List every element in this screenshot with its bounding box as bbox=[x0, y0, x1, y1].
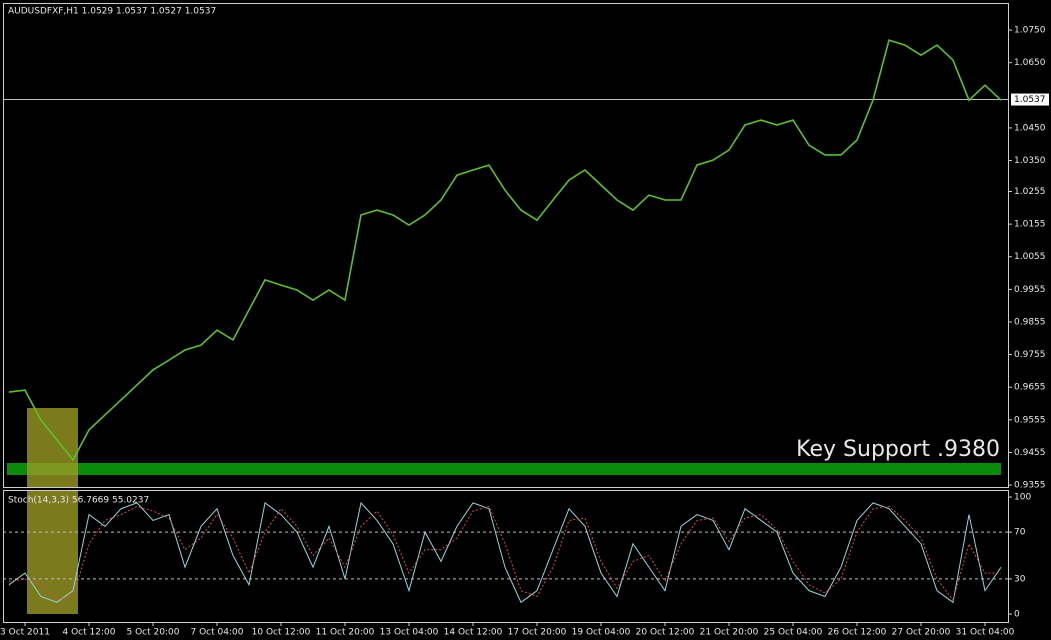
stoch-panel bbox=[3, 490, 1009, 623]
series-line bbox=[8, 39, 1002, 462]
y-tick-label: 0.9555 bbox=[1014, 415, 1046, 425]
series-line bbox=[8, 501, 1002, 604]
last-price-label: 1.0537 bbox=[1014, 95, 1046, 105]
support-band bbox=[7, 463, 1001, 475]
y-tick-label: 0.9455 bbox=[1014, 448, 1046, 458]
y-tick-label: 1.0450 bbox=[1014, 123, 1046, 133]
y-tick-label: 0.9655 bbox=[1014, 383, 1046, 393]
x-tick-label: 3 Oct 2011 bbox=[0, 628, 50, 638]
y-tick-label: 1.0350 bbox=[1014, 156, 1046, 166]
x-tick-label: 19 Oct 04:00 bbox=[572, 628, 631, 638]
x-tick-label: 7 Oct 04:00 bbox=[191, 628, 244, 638]
y-tick-label: 1.0255 bbox=[1014, 187, 1046, 197]
price-panel bbox=[3, 3, 1009, 488]
y-tick-label: 0.9855 bbox=[1014, 317, 1046, 327]
y-tick-label: 0.9755 bbox=[1014, 350, 1046, 360]
x-tick-label: 21 Oct 20:00 bbox=[700, 628, 759, 638]
indicator-title: Stoch(14,3,3) 56.7669 55.0237 bbox=[8, 496, 149, 506]
series-line bbox=[8, 505, 1001, 602]
y-tick-label: 0.9955 bbox=[1014, 285, 1046, 295]
y-tick-label: 0.9355 bbox=[1014, 481, 1046, 491]
y-tick-label: 1.0750 bbox=[1014, 26, 1046, 36]
x-tick-label: 4 Oct 12:00 bbox=[63, 628, 116, 638]
y-tick-label: 70 bbox=[1014, 528, 1026, 538]
x-tick-label: 10 Oct 12:00 bbox=[252, 628, 311, 638]
y-tick-label: 1.0055 bbox=[1014, 252, 1046, 262]
last-price-box bbox=[1011, 93, 1049, 106]
x-tick-label: 17 Oct 20:00 bbox=[508, 628, 567, 638]
x-tick-label: 11 Oct 20:00 bbox=[316, 628, 375, 638]
annotation: Key Support .9380 bbox=[796, 437, 1000, 462]
chart-title: AUDUSDFXF,H1 1.0529 1.0537 1.0527 1.0537 bbox=[8, 7, 216, 17]
y-tick-label: 1.0650 bbox=[1014, 58, 1046, 68]
y-tick-label: 1.0155 bbox=[1014, 220, 1046, 230]
x-tick-label: 20 Oct 12:00 bbox=[636, 628, 695, 638]
x-tick-label: 13 Oct 04:00 bbox=[380, 628, 439, 638]
y-tick-label: 0 bbox=[1014, 610, 1020, 620]
x-tick-label: 27 Oct 20:00 bbox=[892, 628, 951, 638]
y-tick-label: 30 bbox=[1014, 574, 1026, 584]
x-tick-label: 14 Oct 12:00 bbox=[444, 628, 503, 638]
x-tick-label: 5 Oct 20:00 bbox=[127, 628, 180, 638]
y-tick-label: 100 bbox=[1014, 493, 1031, 503]
x-tick-label: 31 Oct 04:00 bbox=[956, 628, 1015, 638]
x-tick-label: 26 Oct 12:00 bbox=[828, 628, 887, 638]
x-tick-label: 25 Oct 04:00 bbox=[764, 628, 823, 638]
highlight bbox=[27, 408, 78, 487]
